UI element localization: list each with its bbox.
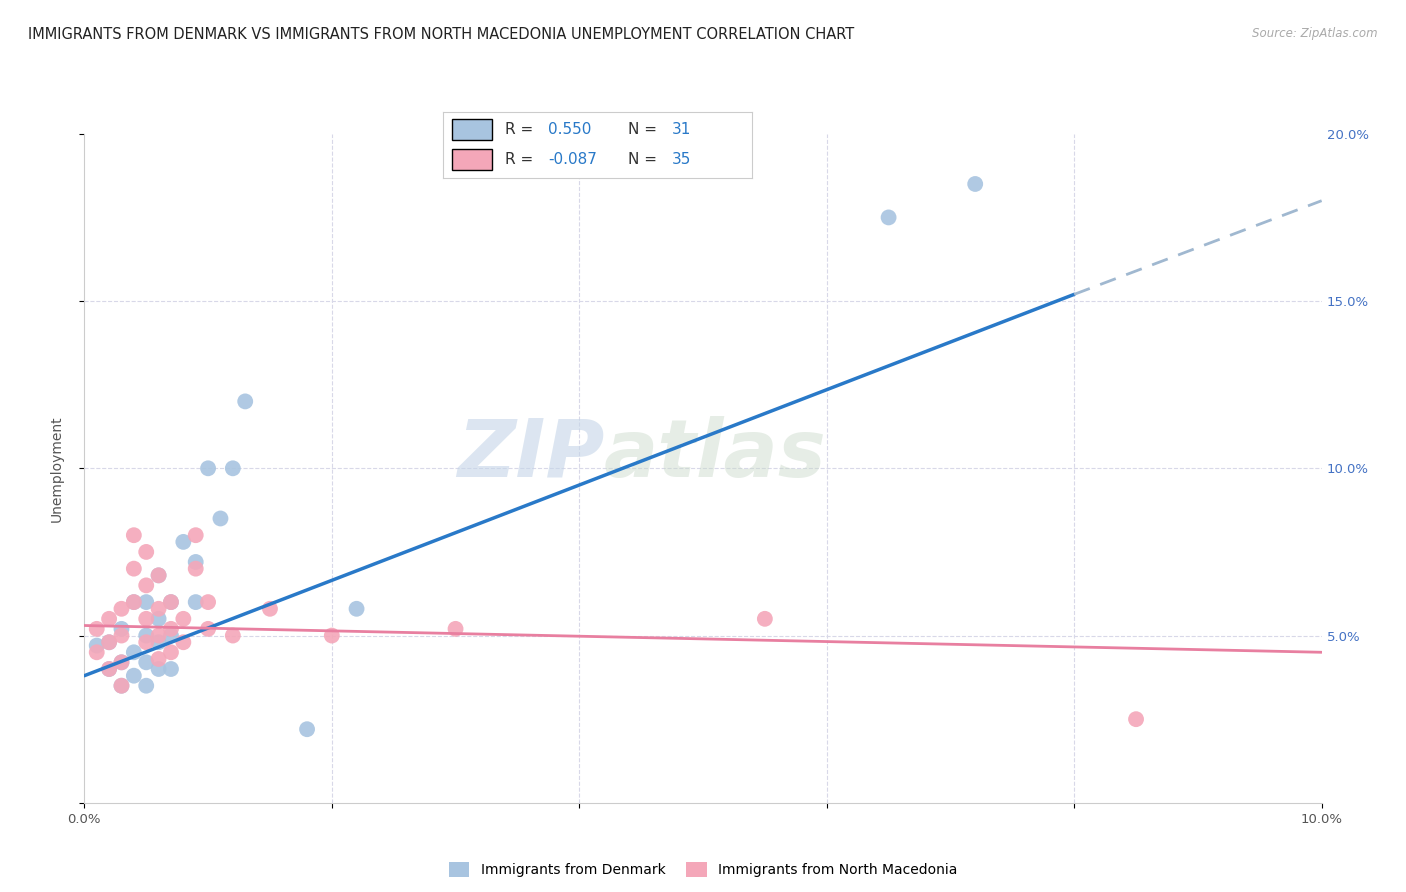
Point: [110, 655, 132, 669]
Point: [122, 562, 145, 576]
Point: [259, 602, 281, 616]
Text: R =: R =: [505, 153, 538, 167]
Point: [98, 635, 121, 649]
Point: [172, 612, 194, 626]
Point: [122, 595, 145, 609]
Point: [222, 628, 245, 642]
Point: [346, 602, 368, 616]
Point: [110, 679, 132, 693]
Point: [184, 595, 207, 609]
Point: [295, 723, 318, 737]
Point: [172, 635, 194, 649]
Point: [197, 461, 219, 475]
Text: 0.550: 0.550: [548, 122, 592, 137]
Point: [160, 595, 183, 609]
Text: N =: N =: [628, 153, 662, 167]
Point: [160, 645, 183, 659]
Text: N =: N =: [628, 122, 662, 137]
Point: [135, 628, 157, 642]
Point: [321, 628, 343, 642]
Point: [110, 655, 132, 669]
Point: [122, 645, 145, 659]
Point: [122, 669, 145, 683]
Text: IMMIGRANTS FROM DENMARK VS IMMIGRANTS FROM NORTH MACEDONIA UNEMPLOYMENT CORRELAT: IMMIGRANTS FROM DENMARK VS IMMIGRANTS FR…: [28, 27, 855, 42]
Point: [135, 635, 157, 649]
Point: [148, 635, 170, 649]
Point: [110, 628, 132, 642]
Text: Source: ZipAtlas.com: Source: ZipAtlas.com: [1253, 27, 1378, 40]
Point: [135, 578, 157, 592]
Point: [160, 595, 183, 609]
Text: 35: 35: [672, 153, 692, 167]
Point: [98, 662, 121, 676]
Point: [135, 595, 157, 609]
Point: [98, 662, 121, 676]
Point: [965, 177, 987, 191]
Point: [148, 612, 170, 626]
Point: [86, 645, 108, 659]
Point: [86, 622, 108, 636]
Text: -0.087: -0.087: [548, 153, 598, 167]
Point: [444, 622, 467, 636]
Text: 31: 31: [672, 122, 692, 137]
Point: [197, 622, 219, 636]
Y-axis label: Unemployment: Unemployment: [49, 415, 63, 522]
Text: R =: R =: [505, 122, 538, 137]
Point: [135, 655, 157, 669]
Point: [148, 568, 170, 582]
Point: [135, 679, 157, 693]
Text: ZIP: ZIP: [457, 416, 605, 494]
Point: [222, 461, 245, 475]
Legend: Immigrants from Denmark, Immigrants from North Macedonia: Immigrants from Denmark, Immigrants from…: [443, 857, 963, 883]
Point: [122, 595, 145, 609]
Point: [122, 528, 145, 542]
Point: [148, 662, 170, 676]
Point: [110, 622, 132, 636]
Point: [172, 535, 194, 549]
Point: [135, 545, 157, 559]
Point: [148, 602, 170, 616]
Point: [148, 652, 170, 666]
Point: [98, 612, 121, 626]
Point: [184, 562, 207, 576]
Point: [110, 679, 132, 693]
Point: [160, 622, 183, 636]
Point: [148, 568, 170, 582]
Point: [160, 662, 183, 676]
Point: [877, 211, 900, 225]
Point: [197, 595, 219, 609]
Point: [160, 628, 183, 642]
Point: [135, 612, 157, 626]
Point: [233, 394, 256, 409]
Point: [86, 639, 108, 653]
Point: [148, 628, 170, 642]
Point: [98, 635, 121, 649]
Point: [184, 555, 207, 569]
Point: [110, 602, 132, 616]
Point: [209, 511, 232, 525]
FancyBboxPatch shape: [453, 149, 492, 170]
FancyBboxPatch shape: [453, 119, 492, 140]
Text: atlas: atlas: [605, 416, 827, 494]
Point: [754, 612, 776, 626]
Point: [1125, 712, 1147, 726]
Point: [184, 528, 207, 542]
